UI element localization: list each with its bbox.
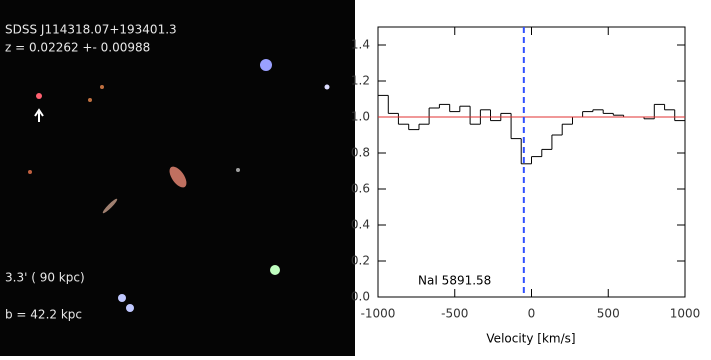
star	[126, 304, 134, 312]
star	[324, 84, 330, 90]
object-name: SDSS J114318.07+193401.3	[5, 23, 177, 37]
star	[118, 294, 126, 302]
star	[28, 170, 32, 174]
star	[100, 85, 104, 89]
redshift: z = 0.02262 +- 0.00988	[5, 41, 150, 55]
y-tick-label: 0.0	[351, 290, 370, 304]
x-tick-label: -1000	[361, 307, 396, 321]
y-tick-label: 1.4	[351, 38, 370, 52]
x-tick-label: 1000	[670, 307, 701, 321]
arrow	[34, 108, 44, 122]
y-tick-label: 1.0	[351, 110, 370, 124]
scale-label: 3.3' ( 90 kpc)	[5, 271, 85, 285]
x-tick-label: -500	[441, 307, 468, 321]
star	[260, 59, 272, 71]
y-tick-label: 1.2	[351, 74, 370, 88]
y-tick-label: 0.2	[351, 254, 370, 268]
y-tick-label: 0.4	[351, 218, 370, 232]
galaxy	[102, 198, 118, 214]
x-tick-label: 0	[528, 307, 536, 321]
target	[36, 93, 42, 99]
sky-image: SDSS J114318.07+193401.3 z = 0.02262 +- …	[0, 0, 355, 356]
x-axis-label: Velocity [km/s]	[486, 332, 575, 346]
annotation: NaI 5891.58	[418, 274, 491, 288]
x-tick-label: 500	[597, 307, 620, 321]
star	[270, 265, 280, 275]
y-tick-label: 0.6	[351, 182, 370, 196]
impact-parameter: b = 42.2 kpc	[5, 308, 82, 322]
y-tick-label: 0.8	[351, 146, 370, 160]
star	[236, 168, 240, 172]
star	[88, 98, 92, 102]
galaxy	[169, 166, 187, 188]
